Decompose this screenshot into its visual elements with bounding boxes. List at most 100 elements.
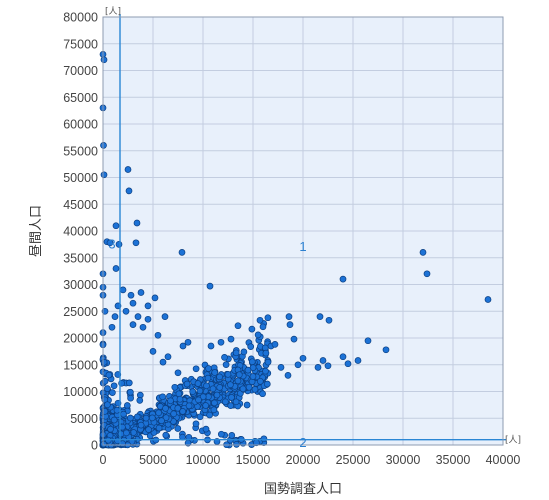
data-point [117, 430, 125, 438]
data-point [112, 222, 120, 230]
y-tick-label: 50000 [63, 171, 98, 185]
data-point [234, 322, 242, 330]
data-point [129, 321, 137, 328]
data-point [254, 331, 262, 339]
y-tick-label: 55000 [63, 144, 98, 158]
data-point [264, 358, 272, 366]
data-point [127, 388, 134, 396]
data-point [233, 441, 240, 448]
data-point [235, 371, 243, 379]
data-point [134, 313, 142, 320]
data-point [100, 358, 108, 366]
region-label: 1 [299, 239, 306, 254]
data-point [192, 365, 200, 373]
data-point [211, 399, 218, 407]
y-tick-label: 25000 [63, 305, 98, 319]
data-point [325, 316, 333, 324]
data-point [227, 402, 235, 409]
data-point [256, 316, 264, 324]
y-tick-label: 60000 [63, 118, 98, 132]
data-point [203, 382, 210, 390]
region-label: 2 [299, 435, 306, 450]
data-point [109, 389, 116, 396]
data-point [136, 397, 144, 404]
data-point [164, 353, 172, 361]
data-point [240, 348, 248, 356]
data-point [101, 377, 109, 385]
data-point [210, 406, 218, 414]
data-point [260, 435, 268, 443]
x-tick-label: 20000 [286, 453, 321, 467]
data-point [174, 369, 182, 377]
data-point [224, 371, 232, 378]
data-point [158, 417, 165, 425]
data-point [179, 408, 187, 415]
data-point [232, 398, 240, 406]
data-point [263, 380, 271, 388]
data-point [110, 382, 118, 390]
data-point [115, 241, 123, 248]
data-point [155, 424, 163, 432]
data-point [227, 335, 235, 343]
data-point [222, 361, 230, 368]
data-point [211, 369, 219, 376]
data-point [133, 413, 141, 421]
data-point [123, 429, 130, 437]
data-point [213, 391, 221, 399]
data-point [122, 307, 130, 315]
data-point [148, 414, 156, 422]
data-point [271, 341, 279, 348]
data-point [244, 366, 252, 374]
data-point [290, 335, 298, 343]
data-point [248, 325, 256, 333]
y-tick-label: 10000 [63, 385, 98, 399]
data-point [484, 296, 492, 303]
data-point [243, 401, 251, 409]
data-point [247, 343, 255, 350]
data-point [120, 410, 127, 418]
data-point [277, 364, 285, 371]
data-point [174, 404, 182, 412]
data-point [239, 385, 247, 393]
data-point [159, 358, 167, 366]
data-point [206, 282, 214, 290]
x-axis-title: 国勢調査人口 [264, 482, 342, 497]
data-point [204, 374, 212, 382]
data-point [259, 323, 267, 331]
data-point [319, 357, 327, 364]
data-point [100, 56, 108, 64]
data-point [155, 409, 163, 417]
data-point [232, 349, 240, 357]
data-point [228, 432, 236, 439]
data-point [174, 425, 182, 432]
y-tick-label: 75000 [63, 37, 98, 51]
data-point [285, 313, 293, 320]
x-tick-label: 35000 [436, 453, 471, 467]
data-point [221, 354, 228, 361]
data-point [137, 289, 145, 296]
data-point [108, 323, 116, 331]
data-point [248, 358, 256, 366]
x-unit-label: [人] [505, 435, 521, 446]
data-point [316, 313, 324, 320]
data-point [104, 385, 111, 392]
x-tick-label: 0 [100, 453, 107, 467]
x-tick-label: 15000 [236, 453, 271, 467]
data-point [183, 380, 191, 388]
y-tick-label: 15000 [63, 358, 98, 372]
data-point [184, 338, 192, 346]
data-point [262, 349, 270, 357]
grid-lines [103, 17, 503, 445]
data-point [100, 440, 107, 448]
y-tick-label: 0 [91, 439, 98, 453]
y-tick-label: 65000 [63, 91, 98, 105]
data-point [227, 381, 234, 389]
data-point [133, 219, 141, 227]
plot-frame [102, 16, 504, 446]
data-point [142, 414, 150, 422]
data-point [196, 387, 204, 395]
data-point [127, 291, 135, 299]
y-tick-label: 45000 [63, 198, 98, 212]
data-point [249, 373, 257, 380]
data-point [129, 299, 137, 307]
